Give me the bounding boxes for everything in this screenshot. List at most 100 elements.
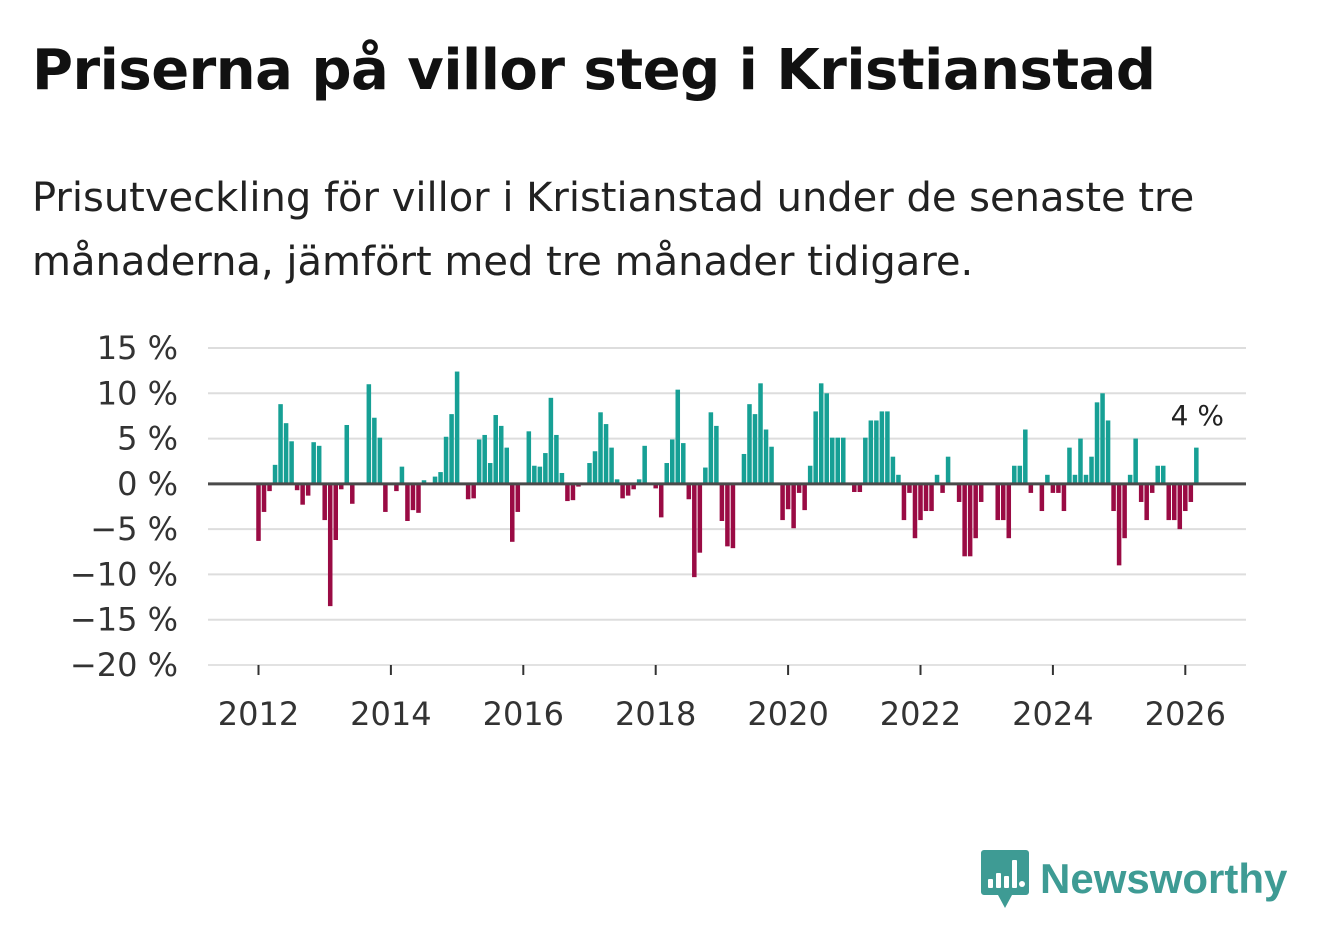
bar	[1166, 483, 1172, 521]
bar	[1000, 483, 1006, 521]
bar	[907, 483, 912, 493]
bar	[1045, 474, 1050, 484]
bar	[973, 483, 978, 539]
bar	[1111, 483, 1116, 512]
brand[interactable]: Newsworthy	[980, 848, 1287, 910]
bar	[1188, 483, 1194, 502]
bar	[1078, 438, 1083, 484]
bar	[1100, 393, 1105, 484]
bar	[1056, 483, 1061, 493]
bar	[526, 431, 532, 484]
bar	[327, 483, 333, 607]
bar	[465, 483, 471, 500]
bar	[504, 447, 510, 484]
bar	[603, 424, 609, 484]
bar	[945, 456, 951, 484]
bar	[283, 423, 289, 484]
bar	[311, 442, 316, 484]
bar	[631, 483, 636, 490]
x-tick-label: 2026	[1145, 695, 1226, 733]
bar	[344, 424, 350, 484]
bar	[1144, 483, 1149, 521]
bar	[1050, 483, 1056, 493]
bar	[857, 483, 863, 493]
bar	[548, 397, 554, 484]
bar	[1067, 447, 1072, 484]
bar	[841, 437, 846, 484]
bar-chart: 15 %10 %5 %0 %−5 %−10 %−15 %−20 % 2012 20…	[70, 329, 1246, 733]
bar	[879, 411, 885, 484]
bar	[807, 465, 813, 484]
y-tick-label: −5 %	[90, 510, 178, 548]
bar	[383, 483, 388, 512]
bar	[559, 472, 565, 484]
bar	[636, 479, 642, 484]
bar	[956, 483, 962, 502]
y-tick-label: 15 %	[97, 329, 178, 367]
bar	[366, 384, 372, 484]
bar	[598, 412, 603, 484]
bar	[532, 465, 537, 484]
bar	[289, 441, 294, 484]
bar	[912, 483, 918, 539]
bar	[681, 443, 686, 484]
bar	[267, 483, 272, 492]
bar	[967, 483, 973, 557]
bar	[1012, 465, 1017, 484]
x-tick-label: 2012	[218, 695, 299, 733]
newsworthy-logo-icon	[981, 850, 1029, 908]
bar	[272, 464, 278, 484]
bar	[377, 437, 383, 484]
bar	[614, 479, 620, 484]
bar	[476, 439, 482, 484]
bar	[1116, 483, 1122, 566]
y-tick-label: 5 %	[117, 420, 178, 458]
bar	[1061, 483, 1067, 512]
bar	[1105, 420, 1111, 484]
bar	[791, 483, 796, 529]
bar	[940, 483, 945, 493]
bar	[587, 463, 592, 484]
bar	[498, 425, 504, 484]
y-tick-label: −10 %	[70, 555, 178, 593]
bar	[449, 414, 454, 484]
bar	[818, 383, 824, 484]
bar	[664, 463, 669, 484]
chart-title: Priserna på villor steg i Kristianstad	[32, 38, 1156, 103]
bar	[752, 414, 758, 484]
bar	[1089, 456, 1094, 484]
bar	[333, 483, 338, 541]
x-tick-label: 2020	[747, 695, 828, 733]
bar	[1177, 483, 1183, 530]
bar	[432, 476, 438, 484]
bar	[885, 411, 890, 484]
bar	[802, 483, 807, 511]
bar	[697, 483, 703, 553]
y-tick-label: 0 %	[117, 465, 178, 503]
bar	[692, 483, 697, 578]
bar	[763, 429, 769, 484]
bar	[714, 425, 719, 484]
bar	[515, 483, 521, 512]
bar	[300, 483, 305, 505]
bar	[294, 483, 300, 491]
bar	[1072, 474, 1078, 484]
bar	[405, 483, 410, 521]
bar	[896, 474, 901, 484]
bar	[686, 483, 692, 500]
bar	[675, 389, 681, 484]
bar	[769, 446, 774, 484]
bar	[719, 483, 725, 521]
bar	[438, 472, 443, 484]
bar	[1155, 465, 1160, 484]
last-value-label: 4 %	[1171, 399, 1224, 432]
bar	[487, 463, 493, 484]
bar	[835, 437, 841, 484]
bar	[454, 371, 460, 484]
bar	[962, 483, 967, 557]
bar	[874, 420, 879, 484]
bar	[350, 483, 355, 504]
bar	[609, 447, 614, 484]
bar	[901, 483, 907, 521]
bar	[421, 480, 427, 484]
